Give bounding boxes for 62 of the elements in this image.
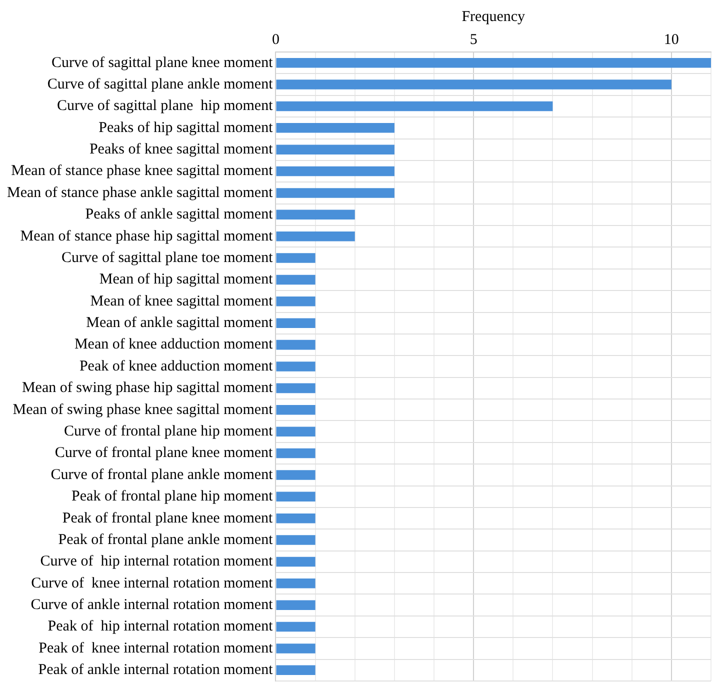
y-tick-label: Curve of frontal plane ankle moment [50, 466, 274, 483]
bar [276, 318, 316, 328]
bar [276, 274, 316, 285]
y-tick-label: Peaks of ankle sagittal moment [85, 206, 274, 223]
bar [276, 448, 316, 458]
bar [276, 101, 553, 112]
bar [276, 166, 394, 176]
y-tick-label: Mean of swing phase hip sagittal moment [22, 380, 274, 396]
bar [276, 644, 316, 654]
y-tick-label: Mean of swing phase knee sagittal moment [12, 402, 274, 418]
y-tick-label: Curve of frontal plane hip moment [64, 424, 274, 440]
bar [276, 58, 711, 68]
bar [276, 513, 316, 524]
y-tick-label: Curve of sagittal plane ankle moment [47, 76, 274, 92]
x-tick-label: 10 [664, 32, 679, 48]
bar [276, 383, 316, 394]
bar [276, 80, 672, 90]
y-tick-label: Peak of knee internal rotation moment [38, 640, 274, 656]
y-tick-label: Mean of hip sagittal moment [99, 272, 274, 288]
bar [276, 622, 316, 632]
y-tick-label: Mean of stance phase knee sagittal moment [11, 163, 274, 180]
bar [276, 492, 316, 502]
bar [276, 188, 394, 198]
bar [276, 470, 316, 480]
bar [276, 405, 316, 415]
bar [276, 340, 316, 350]
y-tick-label: Curve of knee internal rotation moment [31, 575, 274, 592]
bar [276, 144, 394, 154]
y-tick-label: Peak of hip internal rotation moment [48, 618, 274, 635]
x-axis-title: Frequency [462, 8, 526, 25]
y-tick-label: Curve of sagittal plane toe moment [62, 250, 274, 266]
y-tick-label: Mean of stance phase ankle sagittal moment [6, 184, 274, 201]
bar [276, 578, 316, 588]
x-tick-label: 0 [272, 32, 280, 48]
bar [276, 600, 316, 610]
y-tick-label: Mean of knee sagittal moment [90, 293, 274, 310]
y-tick-label: Peak of knee adduction moment [79, 358, 274, 374]
bar [276, 253, 316, 263]
y-tick-label: Mean of stance phase hip sagittal moment [20, 228, 274, 244]
y-tick-label: Peaks of knee sagittal moment [89, 142, 274, 158]
y-tick-label: Curve of ankle internal rotation moment [30, 597, 274, 614]
y-tick-label: Peak of frontal plane hip moment [72, 488, 274, 505]
y-tick-label: Curve of sagittal plane hip moment [56, 98, 274, 114]
y-tick-label: Peak of frontal plane ankle moment [58, 532, 274, 548]
y-tick-label: Peaks of hip sagittal moment [98, 120, 274, 136]
y-tick-label: Curve of frontal plane knee moment [54, 445, 274, 462]
y-tick-label: Peak of frontal plane knee moment [62, 510, 274, 526]
y-tick-label: Peak of ankle internal rotation moment [38, 662, 274, 678]
bar [276, 210, 355, 220]
x-tick-label: 5 [470, 32, 478, 48]
y-tick-label: Mean of knee adduction moment [74, 336, 274, 353]
y-tick-label: Curve of hip internal rotation moment [40, 554, 274, 570]
bar [276, 123, 394, 133]
bar [276, 556, 316, 567]
y-tick-label: Mean of ankle sagittal moment [86, 315, 274, 332]
bar [276, 535, 316, 545]
bar [276, 362, 316, 372]
bar [276, 665, 316, 676]
bar [276, 231, 355, 242]
bar [276, 426, 316, 436]
bar [276, 296, 316, 306]
y-tick-label: Curve of sagittal plane knee moment [52, 54, 274, 71]
